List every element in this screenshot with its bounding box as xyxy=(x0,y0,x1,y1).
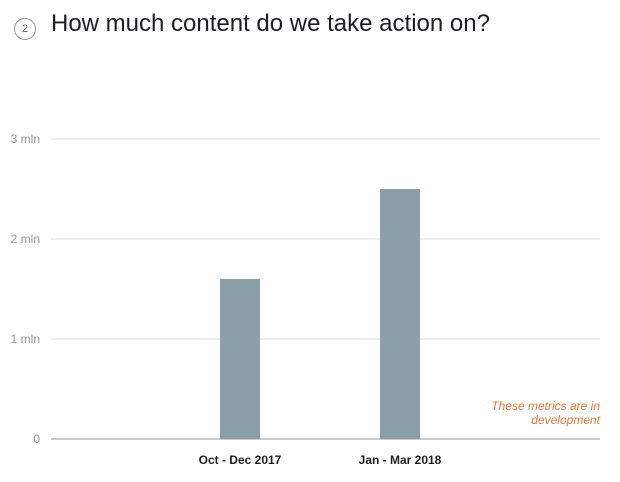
development-note-line-2: development xyxy=(531,413,600,427)
development-note: These metrics are in development xyxy=(450,399,600,427)
y-tick-label: 0 xyxy=(33,432,40,446)
bar[interactable] xyxy=(220,279,260,439)
y-tick-label: 2 mln xyxy=(11,232,40,246)
x-tick-label: Jan - Mar 2018 xyxy=(359,453,442,467)
step-number-badge: 2 xyxy=(14,18,36,40)
page-title: How much content do we take action on? xyxy=(51,10,490,37)
x-tick-label: Oct - Dec 2017 xyxy=(199,453,282,467)
y-tick-label: 1 mln xyxy=(11,332,40,346)
y-tick-label: 3 mln xyxy=(11,132,40,146)
development-note-line-1: These metrics are in xyxy=(491,399,600,413)
bar[interactable] xyxy=(380,189,420,439)
